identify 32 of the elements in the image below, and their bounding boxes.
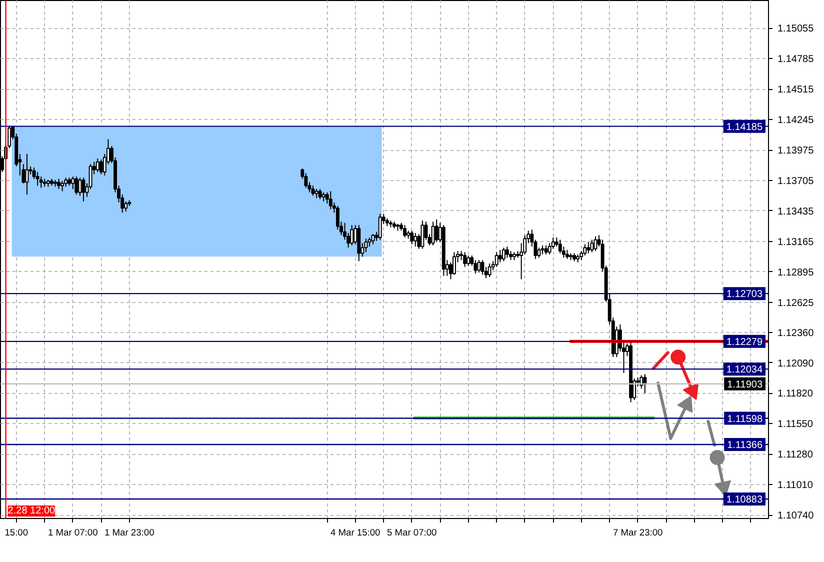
x-tick-label: 5 Mar 07:00 (386, 528, 437, 538)
ref-line-label: 1.14185 (726, 122, 763, 133)
ref-line-label: 1.12034 (726, 364, 763, 376)
y-tick-label: 1.15055 (778, 24, 814, 35)
y-tick-label: 1.11280 (778, 450, 814, 461)
x-tick-label: 15:00 (4, 528, 28, 538)
y-tick-label: 1.11550 (778, 419, 814, 430)
x-tick-label: 4 Mar 15:00 (330, 528, 380, 538)
y-tick-label: 1.12895 (778, 267, 814, 278)
y-tick-label: 1.13435 (778, 206, 814, 218)
y-tick-label: 1.12090 (778, 358, 814, 370)
y-tick-label: 1.12625 (778, 298, 814, 309)
y-tick-label: 1.14515 (778, 84, 814, 96)
ref-line-label: 2.28 12:00 (8, 506, 56, 516)
y-tick-label: 1.14245 (778, 115, 814, 126)
y-tick-label: 1.13165 (778, 236, 814, 248)
ref-line-label: 1.11366 (727, 440, 763, 451)
y-tick-label: 1.11820 (778, 388, 814, 400)
x-tick-label: 1 Mar 07:00 (48, 528, 98, 538)
y-tick-label: 1.13705 (778, 176, 814, 187)
ref-line-label: 1.12703 (726, 289, 763, 300)
y-tick-label: 1.14785 (778, 54, 814, 66)
ref-line-label: 1.11903 (727, 379, 763, 390)
ref-line-label: 1.12279 (726, 336, 763, 348)
ref-line-label: 1.10883 (726, 494, 763, 506)
ref-line-label: 1.11598 (727, 414, 763, 425)
x-tick-label: 7 Mar 23:00 (612, 528, 663, 538)
x-tick-label: 1 Mar 23:00 (104, 528, 154, 538)
y-tick-label: 1.11010 (778, 480, 814, 492)
y-tick-label: 1.12360 (778, 328, 814, 339)
y-tick-label: 1.10740 (778, 510, 814, 522)
y-tick-label: 1.13975 (778, 146, 814, 157)
